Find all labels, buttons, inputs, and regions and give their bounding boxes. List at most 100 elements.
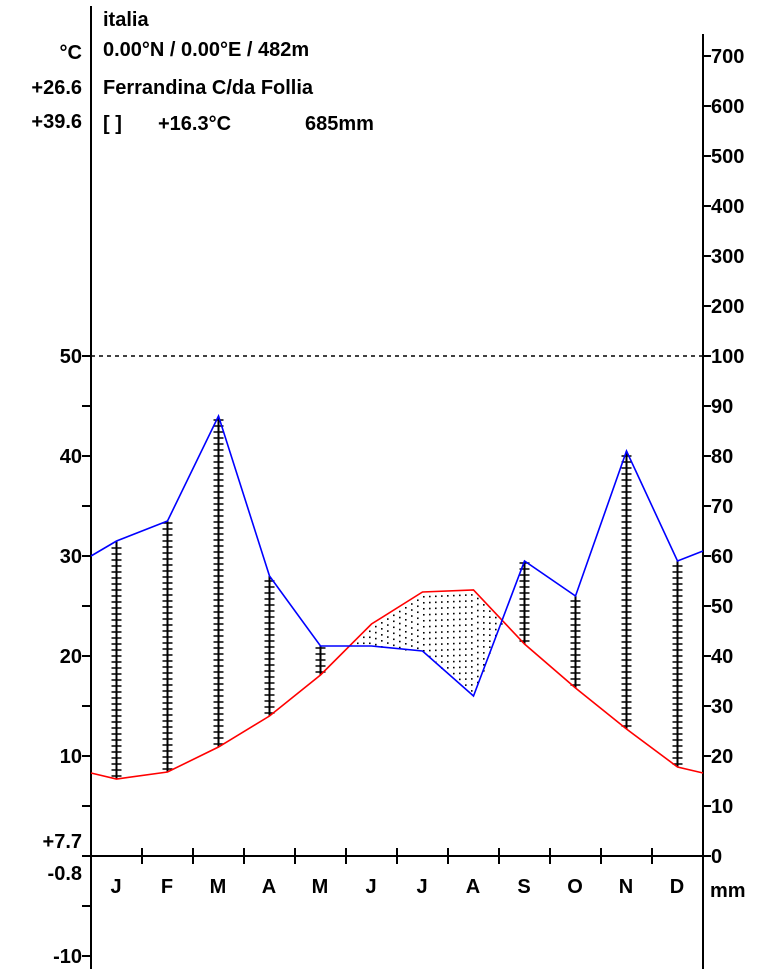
arid-dot bbox=[441, 607, 443, 609]
arid-dot bbox=[441, 655, 443, 657]
arid-dot bbox=[453, 600, 455, 603]
absolute-max2-label: +39.6 bbox=[31, 111, 82, 133]
arid-dot bbox=[459, 630, 461, 633]
arid-dot bbox=[429, 631, 431, 634]
arid-dot bbox=[471, 636, 473, 638]
arid-dot bbox=[423, 619, 425, 622]
arid-dot bbox=[399, 628, 401, 631]
arid-dot bbox=[471, 690, 473, 692]
arid-dot bbox=[489, 616, 491, 619]
arid-dot bbox=[459, 606, 461, 609]
arid-dot bbox=[393, 626, 395, 629]
arid-dot bbox=[489, 610, 491, 613]
arid-dot bbox=[423, 607, 425, 610]
month-label: S bbox=[517, 876, 530, 898]
right-tick-label: 0 bbox=[711, 846, 722, 868]
arid-dot bbox=[393, 620, 395, 623]
arid-dot bbox=[405, 636, 407, 639]
arid-dot bbox=[489, 640, 491, 643]
arid-dot bbox=[441, 595, 443, 597]
arid-dot bbox=[441, 643, 443, 645]
arid-dot bbox=[375, 637, 377, 640]
arid-dot bbox=[465, 684, 467, 686]
arid-dot bbox=[471, 642, 473, 644]
axes-group bbox=[82, 6, 711, 969]
arid-dot bbox=[447, 631, 449, 633]
arid-dot bbox=[459, 678, 461, 681]
arid-dot bbox=[363, 636, 365, 639]
arid-dot bbox=[465, 624, 467, 626]
arid-dot bbox=[417, 629, 419, 632]
right-tick-label: 60 bbox=[711, 546, 733, 568]
arid-dot bbox=[477, 657, 479, 660]
arid-dot bbox=[399, 622, 401, 625]
month-label: A bbox=[262, 876, 276, 898]
arid-dot bbox=[459, 648, 461, 651]
arid-dot bbox=[459, 666, 461, 669]
arid-dot bbox=[423, 649, 425, 652]
arid-dot bbox=[417, 635, 419, 638]
right-tick-label: 20 bbox=[711, 746, 733, 768]
arid-dot bbox=[465, 660, 467, 662]
arid-dot bbox=[405, 624, 407, 627]
arid-dot bbox=[435, 649, 437, 652]
arid-dot bbox=[429, 625, 431, 628]
arid-dot bbox=[441, 661, 443, 663]
arid-dot bbox=[429, 607, 431, 610]
arid-dot bbox=[459, 618, 461, 621]
arid-dot bbox=[441, 649, 443, 651]
arid-dot bbox=[471, 594, 473, 596]
month-label: F bbox=[161, 876, 173, 898]
arid-dot bbox=[477, 597, 479, 600]
zero-temp-label: -0.8 bbox=[48, 863, 82, 885]
arid-dot bbox=[453, 612, 455, 615]
arid-dot bbox=[405, 618, 407, 621]
arid-dot bbox=[447, 601, 449, 603]
annual-precipitation: 685mm bbox=[305, 113, 374, 135]
arid-dot bbox=[435, 619, 437, 622]
arid-dot bbox=[411, 603, 413, 605]
month-label: J bbox=[416, 876, 427, 898]
left-tick-label: 40 bbox=[60, 446, 82, 468]
summary-bracket: [ ] bbox=[103, 113, 122, 135]
arid-dot bbox=[387, 618, 389, 620]
arid-dot bbox=[429, 637, 431, 640]
month-label: A bbox=[466, 876, 480, 898]
arid-dot bbox=[465, 648, 467, 650]
arid-dot bbox=[495, 628, 497, 631]
arid-dot bbox=[453, 642, 455, 645]
arid-dot bbox=[453, 630, 455, 633]
right-tick-label: 90 bbox=[711, 396, 733, 418]
right-tick-label: 500 bbox=[711, 146, 744, 168]
arid-dot bbox=[399, 634, 401, 637]
arid-dot bbox=[369, 642, 371, 645]
arid-dot bbox=[453, 648, 455, 651]
arid-dot bbox=[453, 618, 455, 621]
arid-dot bbox=[435, 595, 437, 598]
arid-dot bbox=[471, 618, 473, 620]
arid-dot bbox=[393, 614, 395, 617]
arid-dot bbox=[441, 601, 443, 603]
arid-dot bbox=[471, 678, 473, 680]
arid-dot bbox=[477, 639, 479, 642]
arid-dot bbox=[429, 619, 431, 622]
arid-dot bbox=[471, 648, 473, 650]
arid-dot bbox=[477, 669, 479, 672]
arid-dot bbox=[459, 624, 461, 627]
arid-dot bbox=[447, 607, 449, 609]
arid-dot bbox=[495, 616, 497, 619]
arid-dot bbox=[459, 672, 461, 675]
arid-dot bbox=[447, 613, 449, 615]
arid-dot bbox=[393, 644, 395, 647]
arid-dot bbox=[465, 666, 467, 668]
series-lines bbox=[90, 413, 704, 780]
arid-dot bbox=[411, 633, 413, 635]
arid-dot bbox=[393, 638, 395, 641]
arid-dot bbox=[483, 616, 485, 618]
arid-dot bbox=[429, 643, 431, 646]
temperature-unit: °C bbox=[60, 42, 82, 64]
arid-dot bbox=[483, 646, 485, 648]
right-tick-label: 400 bbox=[711, 196, 744, 218]
arid-dot bbox=[399, 610, 401, 613]
left-tick-label: 30 bbox=[60, 546, 82, 568]
